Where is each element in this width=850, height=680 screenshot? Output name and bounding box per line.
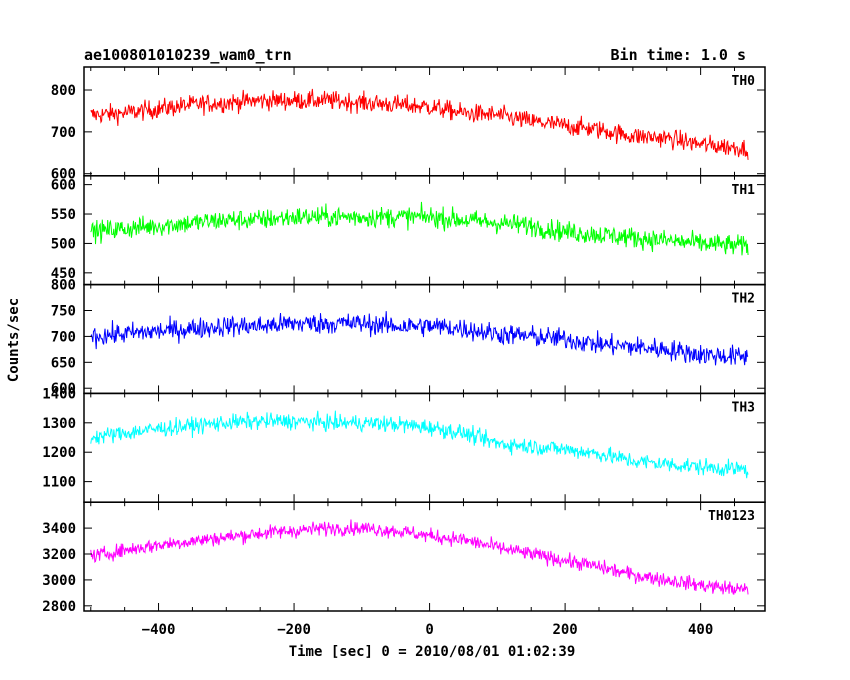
panel-label: TH3: [732, 400, 755, 415]
panel-frame: [83, 501, 766, 612]
bin-time-label: Bin time: 1.0 s: [611, 46, 746, 64]
panel-label: TH1: [732, 183, 756, 198]
y-tick-label: 2800: [42, 599, 76, 615]
panel-th0123: 2800 3000 3200 3400 TH0123: [42, 501, 766, 615]
series-line-th3: [90, 410, 749, 479]
panel-frame: [83, 283, 766, 395]
y-tick-label: 800: [51, 278, 76, 294]
x-tick-label: 200: [552, 622, 577, 638]
x-tick-label: −400: [142, 622, 176, 638]
series-line-th1: [90, 201, 749, 256]
y-tick-label: 600: [51, 178, 76, 194]
y-tick-label: 3200: [42, 547, 76, 563]
x-tick-label: 400: [688, 622, 713, 638]
y-tick-label: 700: [51, 329, 76, 345]
y-tick-label: 700: [51, 125, 76, 141]
panel-frame: [83, 66, 766, 177]
y-tick-label: 800: [51, 83, 76, 99]
y-tick-label: 3000: [42, 573, 76, 589]
x-tick-label: −200: [277, 622, 311, 638]
y-axis-label: Counts/sec: [6, 298, 22, 382]
series-line-th0123: [90, 519, 749, 595]
y-tick-label: 500: [51, 236, 76, 252]
panel-th3: 1100 1200 1300 1400 TH3: [42, 386, 766, 503]
x-tick-label: 0: [425, 622, 433, 638]
y-tick-label: 600: [51, 167, 76, 183]
y-tick-label: 750: [51, 304, 76, 320]
panel-frame: [83, 392, 766, 503]
x-axis-label: Time [sec] 0 = 2010/08/01 01:02:39: [289, 644, 576, 660]
y-tick-label: 1300: [42, 416, 76, 432]
panel-label: TH0123: [708, 509, 755, 524]
panel-label: TH0: [732, 74, 756, 89]
panel-label: TH2: [732, 292, 755, 307]
y-tick-label: 550: [51, 207, 76, 223]
series-line-th0: [90, 88, 749, 160]
panels-group: 600 700 800 TH0 450 500 550 600 TH1 600 650 700 750 8…: [42, 66, 766, 638]
series-line-th2: [90, 311, 749, 366]
y-tick-label: 600: [51, 381, 76, 397]
plot-title: ae100801010239_wam0_trn: [84, 46, 292, 64]
panel-th0: 600 700 800 TH0: [51, 66, 766, 183]
panel-frame: [83, 175, 766, 286]
panel-th1: 450 500 550 600 TH1: [51, 175, 766, 286]
y-tick-label: 1400: [42, 386, 76, 402]
y-tick-label: 1200: [42, 445, 76, 461]
y-tick-label: 450: [51, 266, 76, 282]
panel-th2: 600 650 700 750 800 TH2: [51, 278, 766, 397]
y-tick-label: 650: [51, 355, 76, 371]
y-tick-label: 3400: [42, 521, 76, 537]
y-tick-label: 1100: [42, 475, 76, 491]
